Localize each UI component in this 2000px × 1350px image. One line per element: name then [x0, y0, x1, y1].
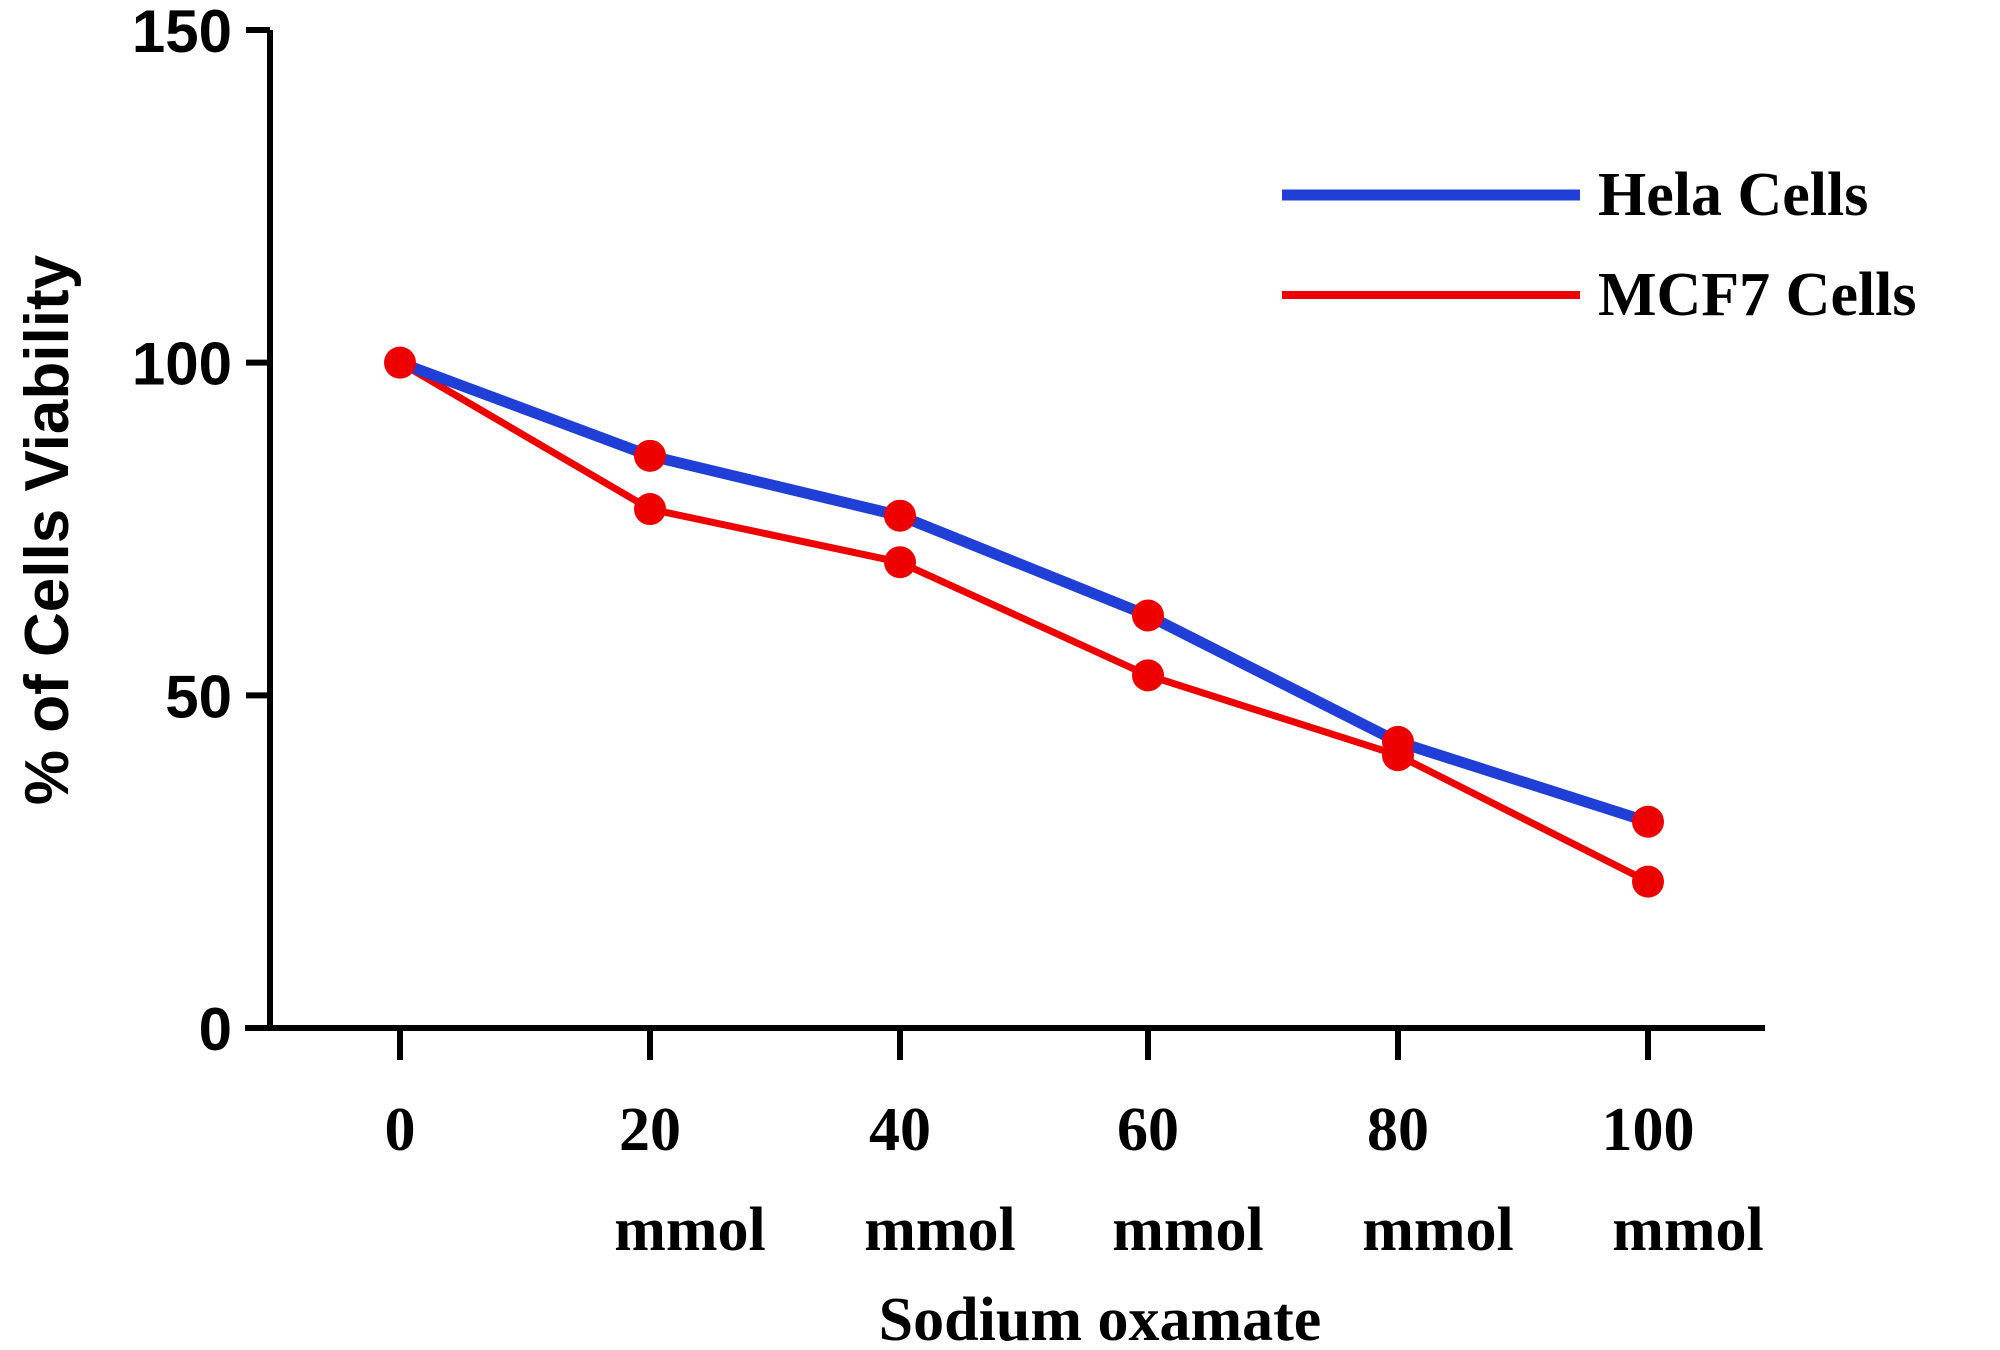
x-tick-unit: mmol [1112, 1196, 1264, 1264]
x-axis-label: Sodium oxamate [879, 1286, 1322, 1350]
series-line-mcf7 [398, 359, 1650, 885]
data-point-mcf7 [1132, 659, 1164, 692]
y-tick-label: 100 [132, 331, 232, 398]
data-point-mcf7 [634, 493, 666, 526]
data-point-mcf7 [1632, 865, 1664, 898]
y-tick-label: 50 [165, 663, 232, 730]
series-line-hela [398, 357, 1650, 827]
data-point-hela [1382, 725, 1414, 758]
data-point-hela [1632, 805, 1664, 838]
y-ticks: 0 50 100 150 [132, 0, 270, 1063]
data-point-hela [634, 439, 666, 472]
legend-label-mcf7: MCF7 Cells [1598, 261, 1917, 329]
y-tick-label: 0 [199, 996, 232, 1063]
data-point-hela [1132, 599, 1164, 632]
legend: Hela Cells MCF7 Cells [1282, 161, 1917, 329]
legend-label-hela: Hela Cells [1598, 161, 1868, 229]
x-tick-label: 80 [1367, 1096, 1429, 1164]
data-point-mcf7 [384, 346, 416, 379]
x-tick-unit: mmol [864, 1196, 1016, 1264]
x-tick-unit: mmol [614, 1196, 766, 1264]
y-tick-label: 150 [132, 0, 232, 65]
x-tick-label: 20 [619, 1096, 681, 1164]
x-tick-label: 100 [1602, 1096, 1695, 1164]
x-tick-unit: mmol [1612, 1196, 1764, 1264]
data-point-mcf7 [884, 546, 916, 579]
x-tick-unit: mmol [1362, 1196, 1514, 1264]
data-point-hela [884, 499, 916, 532]
x-ticks: 0 20 mmol 40 mmol 60 mmol 80 mmol 100 mmol [385, 1028, 1764, 1264]
x-tick-label: 40 [869, 1096, 931, 1164]
y-axis-label: % of Cells Viability [13, 254, 82, 805]
series-layer [384, 346, 1664, 898]
x-tick-label: 0 [385, 1096, 416, 1164]
x-tick-label: 60 [1117, 1096, 1179, 1164]
